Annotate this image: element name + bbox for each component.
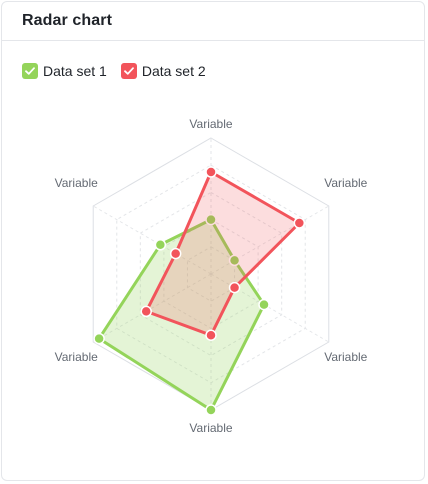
- data-point: [205, 213, 217, 226]
- data-point: [140, 305, 152, 318]
- data-point: [205, 404, 217, 416]
- data-point: [154, 239, 167, 251]
- data-point: [258, 298, 270, 311]
- data-point: [228, 254, 241, 267]
- axis-label: Variable: [324, 176, 367, 190]
- axis-label: Variable: [189, 117, 232, 131]
- axis-labels: Variable Variable Variable Variable Variable…: [55, 117, 368, 435]
- data-point: [293, 217, 306, 229]
- legend-label: Data set 1: [43, 63, 107, 79]
- series-2: [140, 166, 306, 341]
- card-header: Radar chart: [2, 2, 424, 41]
- data-point: [169, 247, 182, 260]
- grid-ring: [139, 191, 283, 357]
- check-icon: [120, 63, 137, 79]
- legend-item-data-set-2[interactable]: Data set 2: [120, 63, 206, 79]
- data-point: [205, 166, 217, 178]
- axis-label: Variable: [55, 350, 98, 364]
- card-title: Radar chart: [22, 12, 113, 29]
- legend-item-data-set-1[interactable]: Data set 1: [22, 63, 107, 79]
- legend-label: Data set 2: [141, 63, 206, 79]
- grid-spoke: [92, 205, 212, 275]
- data-point: [93, 332, 105, 345]
- check-icon: [22, 63, 38, 79]
- data-point: [228, 281, 241, 294]
- grid-spoke: [210, 205, 330, 275]
- axis-label: Variable: [324, 350, 367, 364]
- chart-legend: Data set 1 Data set 2: [22, 63, 220, 79]
- series-1: [93, 213, 270, 416]
- grid-spoke: [210, 273, 330, 343]
- axis-label: Variable: [189, 421, 232, 435]
- data-point: [205, 329, 217, 341]
- axis-label: Variable: [55, 176, 98, 190]
- grid-spoke: [92, 273, 212, 343]
